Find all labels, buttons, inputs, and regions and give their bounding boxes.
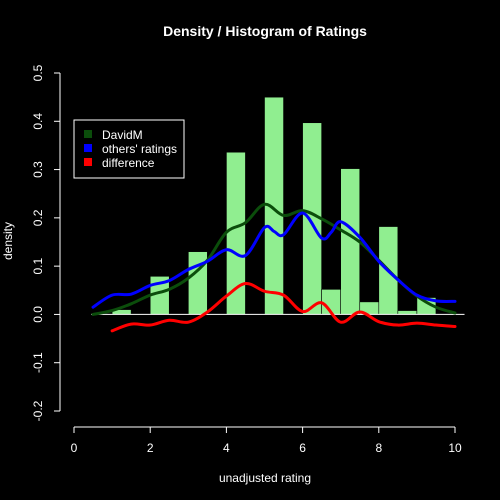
y-tick-label-3: 0.1 [31, 257, 45, 274]
y-axis-label: density [1, 222, 15, 260]
legend-swatch-1 [84, 144, 92, 152]
x-tick-label-2: 4 [223, 441, 230, 455]
histogram-bar-16 [397, 310, 418, 315]
x-axis-label: unadjusted rating [219, 471, 311, 485]
series-line-others-ratings [91, 211, 457, 309]
x-tick-label-1: 2 [147, 441, 154, 455]
legend-swatch-2 [84, 158, 92, 166]
y-tick-label-2: 0.0 [31, 306, 45, 323]
x-tick-label-0: 0 [71, 441, 78, 455]
y-tick-label-1: -0.1 [31, 352, 45, 373]
x-tick-label-4: 8 [375, 441, 382, 455]
y-tick-label-6: 0.4 [31, 113, 45, 130]
y-tick-label-0: -0.2 [31, 400, 45, 421]
x-tick-label-5: 10 [448, 441, 462, 455]
legend-label-1: others' ratings [102, 142, 177, 156]
legend-swatch-0 [84, 130, 92, 138]
y-tick-label-4: 0.2 [31, 209, 45, 226]
legend-label-2: difference [102, 156, 155, 170]
series-line-difference [110, 282, 457, 333]
density-curves [91, 202, 457, 333]
legend-box [73, 119, 185, 179]
legend-label-0: DavidM [102, 128, 143, 142]
x-tick-label-3: 6 [299, 441, 306, 455]
y-tick-label-5: 0.3 [31, 161, 45, 178]
chart-title: Density / Histogram of Ratings [163, 23, 367, 39]
y-tick-label-7: 0.5 [31, 64, 45, 81]
axes: 0 2 4 6 8 10 -0.2 -0.1 0.0 0.1 0.2 0.3 0.4 0.5 [31, 64, 462, 455]
